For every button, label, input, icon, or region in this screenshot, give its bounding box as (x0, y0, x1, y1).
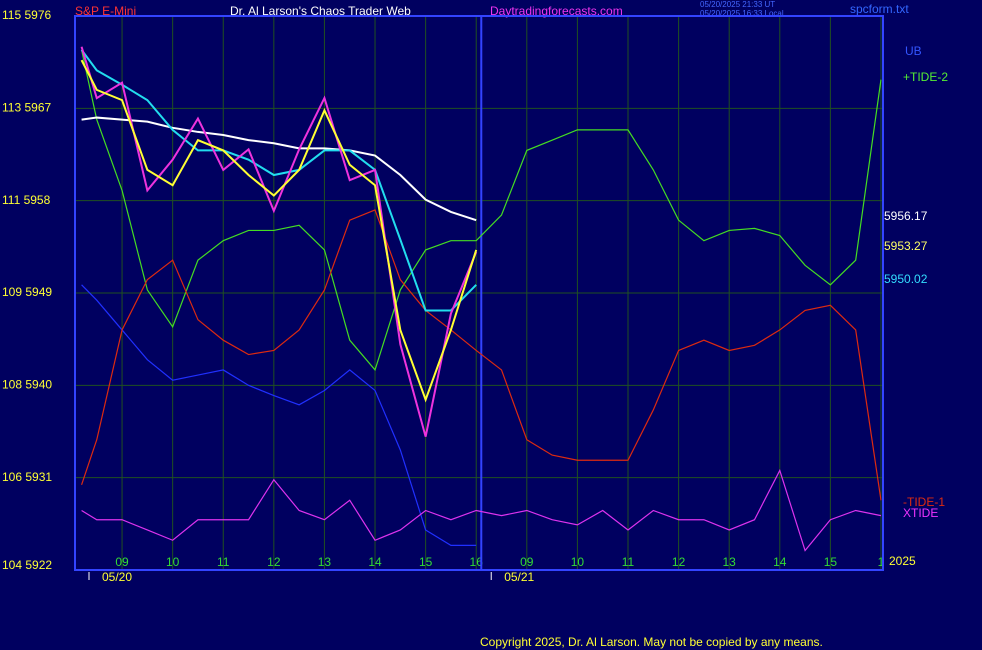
y-tick-label: 109 5949 (2, 285, 52, 299)
x-tick-label: 10 (166, 555, 180, 569)
annotation: 5950.02 (884, 272, 928, 286)
x-tick-label: 12 (672, 555, 686, 569)
annotation: 5953.27 (884, 239, 928, 253)
y-tick-label: 113 5967 (2, 101, 51, 115)
series-line (80, 46, 478, 437)
timestamp-ut: 05/20/2025 21:33 UT (700, 0, 775, 9)
x-tick-label: 09 (520, 555, 534, 569)
date-label: 05/21 (504, 570, 534, 584)
series-line (80, 59, 478, 403)
x-tick-label: 15 (824, 555, 838, 569)
series-line (81, 209, 882, 501)
x-tick-label: 13 (723, 555, 737, 569)
annotation: UB (905, 44, 922, 58)
series-line (80, 49, 477, 312)
x-tick-label: 11 (217, 555, 230, 569)
series-line (81, 116, 477, 222)
series-line (81, 468, 882, 552)
x-tick-label: 1 (878, 555, 885, 569)
chart-title: S&P E-Mini (75, 4, 136, 18)
series-line (80, 49, 882, 372)
annotation: XTIDE (903, 506, 938, 520)
chart-subtitle: Dr. Al Larson's Chaos Trader Web (230, 4, 411, 18)
copyright: Copyright 2025, Dr. Al Larson. May not b… (480, 635, 823, 649)
x-tick-label: 10 (571, 555, 585, 569)
y-tick-label: 115 5976 (2, 8, 51, 22)
timestamp-local: 05/20/2025 16:33 Local (700, 9, 784, 18)
y-tick-label: 111 5958 (2, 193, 51, 207)
series-line (81, 284, 477, 546)
annotation: +TIDE-2 (903, 70, 948, 84)
file-name: spcform.txt (850, 2, 909, 16)
annotation: -TIDE-1 (903, 495, 945, 509)
y-tick-label: 104 5922 (2, 558, 52, 572)
y-tick-label: 108 5940 (2, 378, 52, 392)
plot-frame (74, 15, 884, 571)
annotation: 5956.17 (884, 209, 928, 223)
x-tick-label: 11 (622, 555, 635, 569)
year-label: 2025 (889, 554, 916, 568)
x-tick-label: 14 (368, 555, 382, 569)
website: Daytradingforecasts.com (490, 4, 623, 18)
x-tick-label: 12 (267, 555, 281, 569)
x-tick-label: 13 (318, 555, 332, 569)
x-tick-label: 16 (470, 555, 484, 569)
y-tick-label: 106 5931 (2, 470, 52, 484)
date-label: 05/20 (102, 570, 132, 584)
x-tick-label: 14 (773, 555, 787, 569)
x-tick-label: 15 (419, 555, 433, 569)
x-tick-label: 09 (115, 555, 129, 569)
